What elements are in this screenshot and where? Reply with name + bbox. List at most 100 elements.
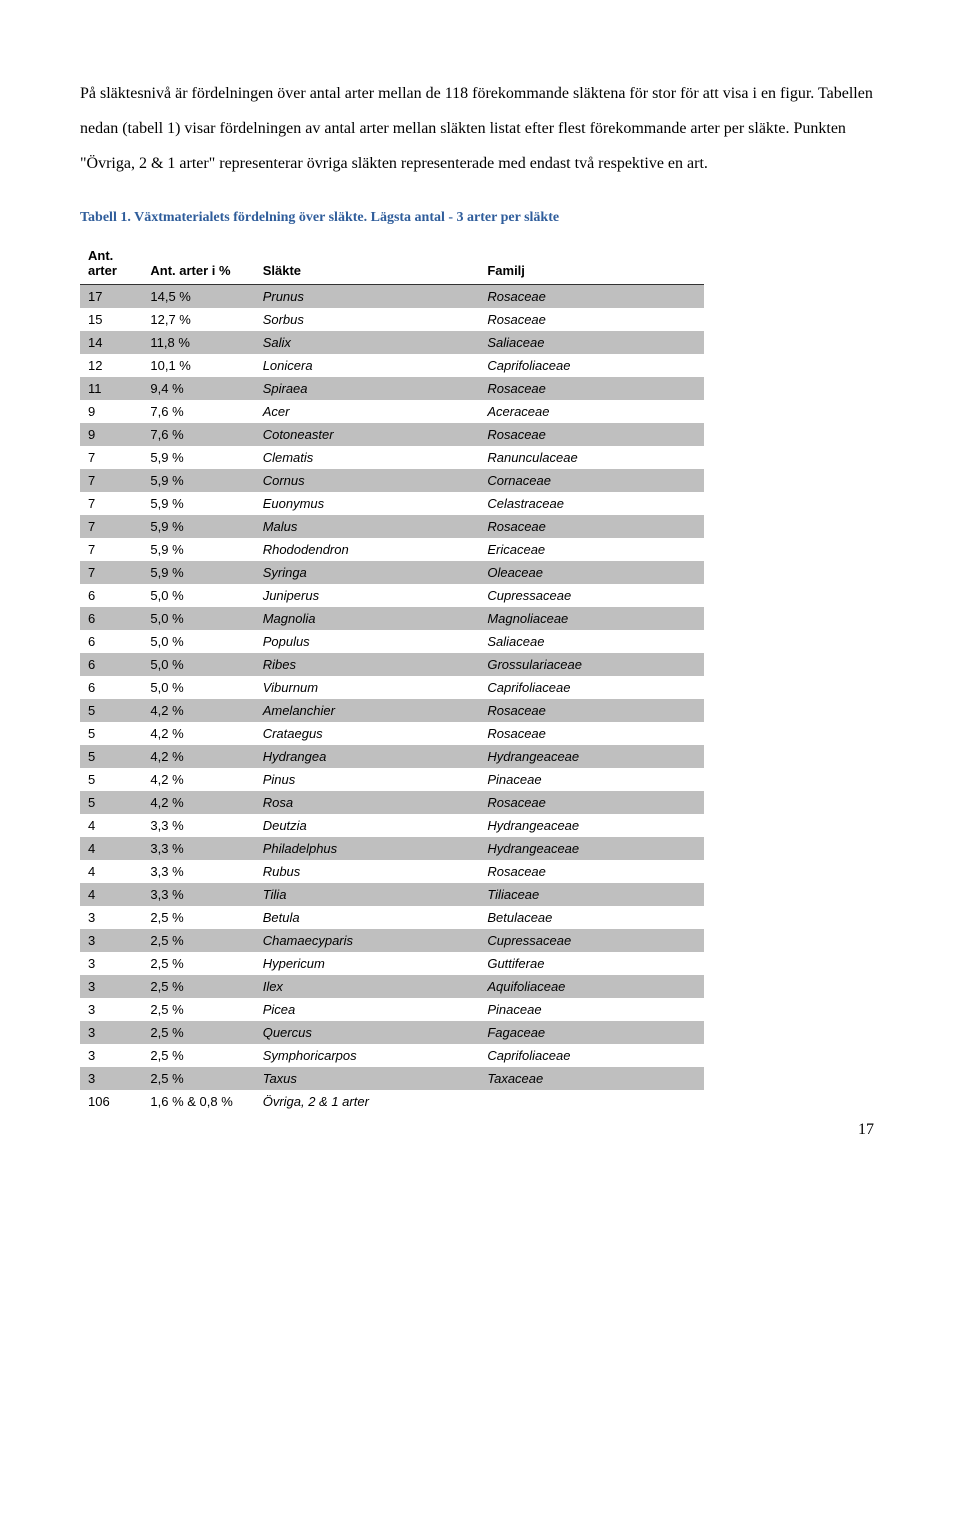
table-cell: 2,5 %	[142, 906, 254, 929]
table-cell: Rosaceae	[479, 377, 704, 400]
table-cell: Cupressaceae	[479, 929, 704, 952]
table-cell: Cotoneaster	[255, 423, 480, 446]
table-cell: 3	[80, 1067, 142, 1090]
table-cell: 3	[80, 998, 142, 1021]
table-cell: Picea	[255, 998, 480, 1021]
table-cell: 3	[80, 975, 142, 998]
table-cell: Philadelphus	[255, 837, 480, 860]
table-cell: 3	[80, 906, 142, 929]
table-cell: Hydrangeaceae	[479, 745, 704, 768]
table-cell: Rosaceae	[479, 699, 704, 722]
table-cell: Deutzia	[255, 814, 480, 837]
table-cell: Quercus	[255, 1021, 480, 1044]
table-row: 75,9 %CornusCornaceae	[80, 469, 704, 492]
table-cell: Pinus	[255, 768, 480, 791]
distribution-table: Ant. arter Ant. arter i % Släkte Familj …	[80, 242, 704, 1113]
table-cell: 2,5 %	[142, 952, 254, 975]
table-cell: Rosaceae	[479, 308, 704, 331]
table-cell: Hydrangea	[255, 745, 480, 768]
table-cell: Rosaceae	[479, 515, 704, 538]
table-cell: Tiliaceae	[479, 883, 704, 906]
table-cell: 5,0 %	[142, 653, 254, 676]
table-cell: 4	[80, 837, 142, 860]
table-cell: Cornus	[255, 469, 480, 492]
table-cell: Betula	[255, 906, 480, 929]
table-cell: Spiraea	[255, 377, 480, 400]
table-cell: Taxus	[255, 1067, 480, 1090]
table-cell: Caprifoliaceae	[479, 1044, 704, 1067]
table-row: 65,0 %PopulusSaliaceae	[80, 630, 704, 653]
table-row: 43,3 %DeutziaHydrangeaceae	[80, 814, 704, 837]
table-cell: Populus	[255, 630, 480, 653]
table-cell: 4	[80, 814, 142, 837]
table-cell: Syringa	[255, 561, 480, 584]
table-cell: Rosaceae	[479, 423, 704, 446]
table-cell: Amelanchier	[255, 699, 480, 722]
table-row: 75,9 %EuonymusCelastraceae	[80, 492, 704, 515]
table-cell: 1,6 % & 0,8 %	[142, 1090, 254, 1113]
table-row: 32,5 %QuercusFagaceae	[80, 1021, 704, 1044]
table-cell: Salix	[255, 331, 480, 354]
table-cell: 4,2 %	[142, 745, 254, 768]
table-cell: 5,9 %	[142, 492, 254, 515]
table-cell: 7	[80, 469, 142, 492]
table-row: 43,3 %PhiladelphusHydrangeaceae	[80, 837, 704, 860]
table-cell: 2,5 %	[142, 1021, 254, 1044]
table-row: 32,5 %BetulaBetulaceae	[80, 906, 704, 929]
table-row: 119,4 %SpiraeaRosaceae	[80, 377, 704, 400]
table-cell: 5,0 %	[142, 676, 254, 699]
table-cell: Rosaceae	[479, 722, 704, 745]
table-cell: Övriga, 2 & 1 arter	[255, 1090, 480, 1113]
table-cell: 9	[80, 400, 142, 423]
table-cell: 5	[80, 699, 142, 722]
table-cell: 7	[80, 561, 142, 584]
table-cell: 4,2 %	[142, 722, 254, 745]
table-cell: Rosaceae	[479, 791, 704, 814]
table-row: 54,2 %PinusPinaceae	[80, 768, 704, 791]
table-row: 54,2 %AmelanchierRosaceae	[80, 699, 704, 722]
table-cell: Viburnum	[255, 676, 480, 699]
table-cell: Cornaceae	[479, 469, 704, 492]
table-cell: Taxaceae	[479, 1067, 704, 1090]
table-cell: Caprifoliaceae	[479, 354, 704, 377]
table-cell: Aquifoliaceae	[479, 975, 704, 998]
table-cell: 5,0 %	[142, 607, 254, 630]
table-cell: 3,3 %	[142, 814, 254, 837]
table-row: 32,5 %ChamaecyparisCupressaceae	[80, 929, 704, 952]
table-cell: 5,9 %	[142, 446, 254, 469]
table-cell: Oleaceae	[479, 561, 704, 584]
table-cell: 2,5 %	[142, 929, 254, 952]
table-cell: Guttiferae	[479, 952, 704, 975]
table-row: 97,6 %AcerAceraceae	[80, 400, 704, 423]
table-row: 75,9 %MalusRosaceae	[80, 515, 704, 538]
table-cell: Celastraceae	[479, 492, 704, 515]
table-cell: Chamaecyparis	[255, 929, 480, 952]
table-row: 1210,1 %LoniceraCaprifoliaceae	[80, 354, 704, 377]
table-cell: 3	[80, 952, 142, 975]
table-cell: Rosaceae	[479, 284, 704, 308]
table-cell: 17	[80, 284, 142, 308]
table-cell: 5,9 %	[142, 515, 254, 538]
table-cell: Hypericum	[255, 952, 480, 975]
table-row: 75,9 %ClematisRanunculaceae	[80, 446, 704, 469]
table-row: 65,0 %MagnoliaMagnoliaceae	[80, 607, 704, 630]
table-cell: Caprifoliaceae	[479, 676, 704, 699]
table-cell: 11,8 %	[142, 331, 254, 354]
intro-paragraph: På släktesnivå är fördelningen över anta…	[80, 76, 880, 182]
table-cell: Symphoricarpos	[255, 1044, 480, 1067]
table-cell: 14,5 %	[142, 284, 254, 308]
table-cell: 12	[80, 354, 142, 377]
table-row: 75,9 %RhododendronEricaceae	[80, 538, 704, 561]
table-row: 65,0 %ViburnumCaprifoliaceae	[80, 676, 704, 699]
table-header-row: Ant. arter Ant. arter i % Släkte Familj	[80, 242, 704, 285]
table-row: 54,2 %CrataegusRosaceae	[80, 722, 704, 745]
table-cell: 6	[80, 630, 142, 653]
table-cell: 7,6 %	[142, 400, 254, 423]
table-cell: 3	[80, 1044, 142, 1067]
table-cell: 2,5 %	[142, 1044, 254, 1067]
table-cell: 3,3 %	[142, 837, 254, 860]
table-cell: 5	[80, 722, 142, 745]
table-cell: Hydrangeaceae	[479, 837, 704, 860]
table-row: 75,9 %SyringaOleaceae	[80, 561, 704, 584]
table-cell: 12,7 %	[142, 308, 254, 331]
